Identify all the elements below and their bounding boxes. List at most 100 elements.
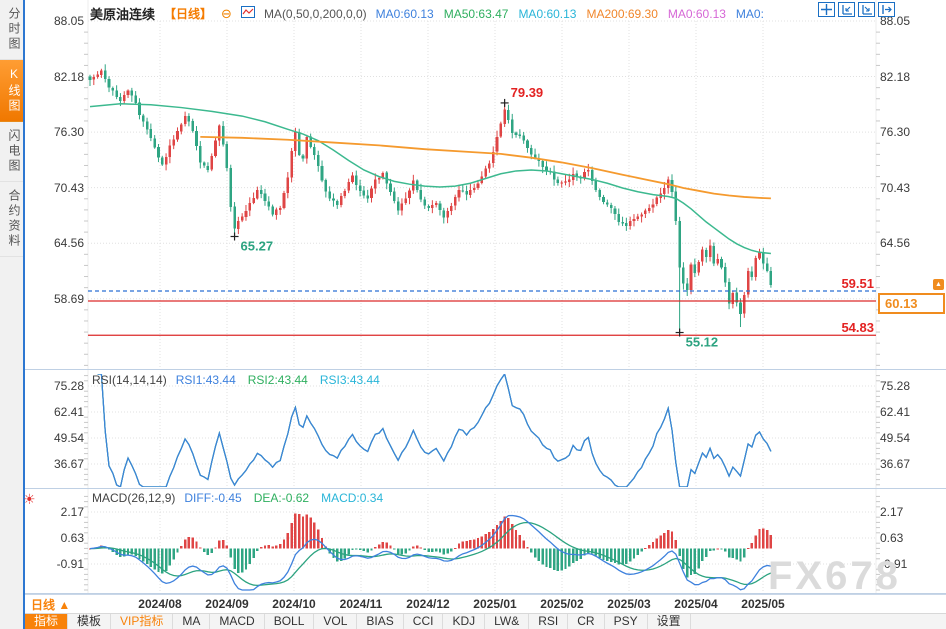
chart-tool-buttons [818,2,895,17]
level-lines [88,290,876,336]
month-label-2025/04: 2025/04 [674,597,718,611]
ma50-line [89,103,771,255]
rsi-y-label-right: 75.28 [880,379,911,393]
macd-legend: MACD(26,12,9) DIFF:-0.45 DEA:-0.62 MACD:0.… [92,491,383,505]
month-label-2024/12: 2024/12 [406,597,450,611]
instrument-name: 美原油连续 [90,7,156,22]
mini-chart-icon[interactable] [240,6,255,21]
collapse-indicator-icon[interactable]: ⊖ [221,5,232,21]
main-y-label-right: 76.30 [880,125,911,140]
toolbar-item-LW&[interactable]: LW& [485,614,530,629]
month-label-2025/02: 2025/02 [540,597,584,611]
chart-legend: 美原油连续 【日线】 ⊖ MA(0,50,0,200,0,0) MA0:60.1… [90,4,764,23]
macd-y-label-left: 2.17 [60,505,84,519]
month-label-2025/05: 2025/05 [741,597,785,611]
toolbar-item-KDJ[interactable]: KDJ [443,614,486,629]
ma-values: MA0:60.13 MA50:63.47 MA0:60.13 MA200:69.30 M… [376,7,764,21]
toolbar-item-CR[interactable]: CR [568,614,605,629]
rsi-lines [97,374,772,487]
current-price-axis-box: 60.13 [878,292,945,314]
month-label-2024/10: 2024/10 [272,597,316,611]
toolbar-item-BIAS[interactable]: BIAS [357,614,404,629]
macd-value-1: DEA:-0.62 [253,491,310,505]
macd-y-label-left: 0.63 [60,531,84,545]
crosshair-icon[interactable] [818,2,835,17]
macd-y-label-right: 2.17 [880,505,904,519]
goto-latest-icon[interactable] [878,2,895,17]
price-annotation: 55.12 [686,335,719,350]
main-y-label-left: 82.18 [53,69,84,84]
rsi-value-2: RSI3:43.44 [319,373,380,387]
ma200-line [200,135,771,200]
toolbar-item-指标[interactable]: 指标 [25,614,69,629]
indicator-toolbar: 指标 模板 VIP指标 MA MACD BOLL VOL BIAS CCI KDJ LW& RSI CR… [25,613,946,629]
sidebar-tab-分时图[interactable]: 分时图 [0,0,23,60]
grid-layer [25,0,946,594]
rsi-title: RSI(14,14,14) [92,373,167,387]
rsi-values: RSI1:43.44 RSI2:43.44 RSI3:43.44 [176,373,380,387]
price-annotation: 65.27 [241,238,274,253]
macd-values: DIFF:-0.45 DEA:-0.62 MACD:0.34 [184,491,383,505]
ma-overlays [89,103,771,255]
rsi-y-label-left: 75.28 [53,379,84,393]
ma-value-4: MA0:60.13 [667,6,726,21]
ma-value-0: MA0:60.13 [375,6,434,21]
macd-y-label-right: -0.91 [880,556,908,571]
sidebar-tab-闪电图[interactable]: 闪电图 [0,122,23,182]
main-y-label-left: 58.69 [53,291,84,306]
toolbar-item-模板[interactable]: 模板 [68,614,112,629]
month-label-2024/11: 2024/11 [339,597,383,611]
scale-right-icon[interactable] [858,2,875,17]
toolbar-item-settings[interactable]: 设置 [648,614,691,629]
toolbar-item-RSI[interactable]: RSI [529,614,569,629]
ma-value-3: MA200:69.30 [586,6,658,21]
toolbar-item-VOL[interactable]: VOL [314,614,358,629]
toolbar-item-CCI[interactable]: CCI [404,614,444,629]
month-label-2024/09: 2024/09 [205,597,249,611]
annotation-markers: 79.39 65.27 55.12 [230,85,719,350]
ma-value-2: MA0:60.13 [518,6,577,21]
month-label-2024/08: 2024/08 [138,597,182,611]
support-level-label: 54.83 [841,320,874,336]
toolbar-item-VIP指标[interactable]: VIP指标 [111,614,174,629]
month-label-2025/03: 2025/03 [607,597,651,611]
rsi-y-label-right: 36.67 [880,456,911,471]
macd-value-2: MACD:0.34 [321,491,384,505]
rsi-y-label-left: 49.54 [53,430,84,445]
toolbar-item-BOLL[interactable]: BOLL [265,614,315,629]
macd-histogram [88,513,773,578]
sidebar-tab-合约资料[interactable]: 合约资料 [0,182,23,257]
rsi-y-label-right: 49.54 [880,430,911,445]
macd-y-label-left: -0.91 [56,556,84,571]
left-tab-sidebar: 分时图 K线图 闪电图 合约资料 [0,0,25,629]
rsi-y-label-left: 62.41 [53,404,84,419]
period-selector[interactable]: 日线 ▲ [31,598,71,612]
main-y-label-left: 76.30 [53,125,84,140]
macd-title: MACD(26,12,9) [92,491,176,505]
main-y-label-left: 64.56 [53,236,84,251]
ma-settings: MA(0,50,0,200,0,0) [263,6,367,21]
macd-value-0: DIFF:-0.45 [184,491,242,505]
ma-value-5: MA0: [735,6,764,21]
resistance-level-label: 59.51 [841,275,874,291]
indicator-alert-icon[interactable]: ☀ [23,491,36,507]
toolbar-item-MA[interactable]: MA [173,614,211,629]
main-y-label-right: 70.43 [880,180,911,195]
x-axis-row: 日线 ▲ 2024/08 2024/09 2024/10 2024/11 2024/12… [25,594,946,613]
macd-lines [89,514,772,591]
rsi-y-label-right: 62.41 [880,404,911,419]
price-alert-icon[interactable]: ▲ [933,278,944,290]
sidebar-tab-K线图[interactable]: K线图 [0,60,23,122]
main-y-label-left: 70.43 [53,180,84,195]
toolbar-item-PSY[interactable]: PSY [605,614,648,629]
rsi-value-0: RSI1:43.44 [175,373,236,387]
price-annotation: 79.39 [511,85,544,100]
period-tag[interactable]: 【日线】 [164,7,213,21]
main-y-label-right: 88.05 [880,14,911,28]
macd-y-label-right: 0.63 [880,531,904,545]
main-y-label-left: 88.05 [53,14,84,28]
toolbar-item-MACD[interactable]: MACD [210,614,265,629]
scale-left-icon[interactable] [838,2,855,17]
